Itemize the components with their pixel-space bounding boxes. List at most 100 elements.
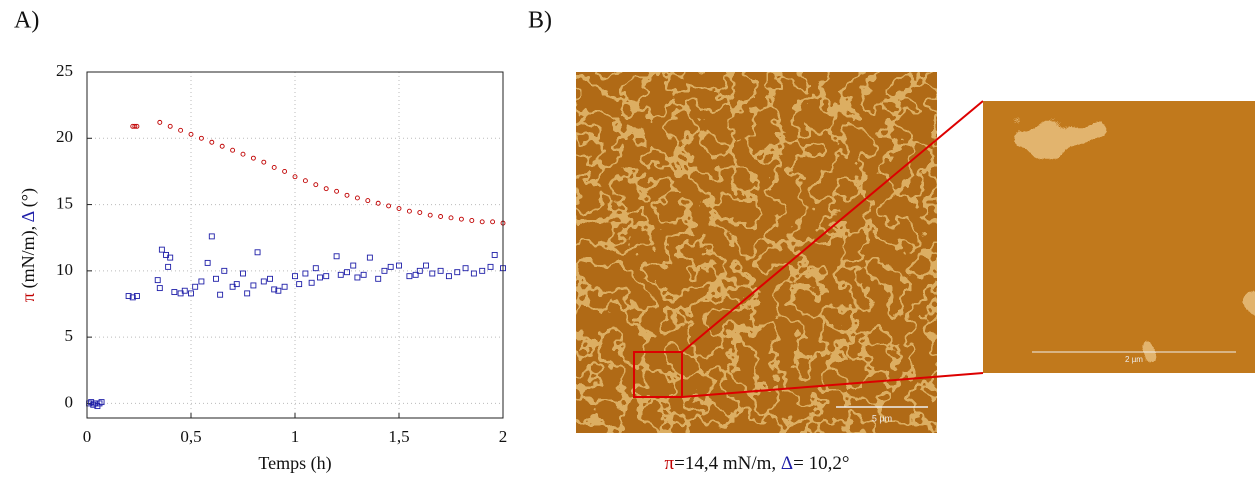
data-point (454, 269, 461, 276)
data-point (275, 287, 282, 294)
data-point (427, 212, 433, 218)
data-point (429, 270, 436, 277)
data-point (354, 274, 361, 281)
data-point (375, 275, 382, 282)
data-point (406, 208, 412, 214)
data-point (261, 159, 267, 165)
data-point (333, 253, 340, 260)
y-axis-label: π (mN/m), Δ (°) (18, 188, 39, 302)
y-label-part: (mN/m), (18, 222, 39, 293)
data-point (233, 281, 240, 288)
data-point (204, 259, 211, 266)
data-point (296, 281, 303, 288)
data-point (387, 263, 394, 270)
caption-part: π (665, 453, 675, 474)
data-point (445, 273, 452, 280)
data-point (192, 283, 199, 290)
data-point (181, 287, 188, 294)
x-tick-label: 0 (83, 427, 92, 446)
data-point (458, 216, 464, 222)
data-point (254, 249, 261, 256)
zoom-line (681, 372, 984, 398)
data-point (396, 262, 402, 269)
data-point (396, 206, 402, 211)
data-point (386, 203, 392, 209)
data-point (487, 263, 494, 270)
panel-label: A) (14, 8, 39, 34)
data-point (209, 139, 215, 145)
caption: π=14,4 mN/m, Δ= 10,2° (665, 453, 850, 474)
data-point (491, 251, 498, 258)
data-point (230, 147, 236, 153)
panel-label: B) (528, 8, 552, 34)
data-point (129, 294, 136, 301)
data-point (323, 273, 330, 280)
y-tick-label: 5 (65, 326, 74, 345)
x-tick-label: 2 (499, 427, 508, 446)
data-point (462, 265, 469, 272)
data-point (198, 278, 205, 285)
data-point (240, 270, 246, 277)
data-point (167, 123, 173, 129)
data-point (250, 155, 256, 161)
data-point (302, 270, 309, 277)
zoom-line (681, 100, 984, 353)
data-point (165, 263, 172, 270)
data-point (375, 200, 381, 206)
data-point (250, 282, 257, 289)
data-point (412, 271, 419, 278)
data-point (178, 127, 184, 133)
data-point (479, 267, 486, 274)
caption-part: =14,4 mN/m, (674, 453, 781, 474)
data-point (157, 119, 163, 125)
data-point (219, 143, 225, 149)
data-point (366, 254, 373, 261)
y-tick-label: 15 (56, 193, 73, 212)
data-point (470, 270, 477, 277)
data-point (132, 123, 138, 129)
data-point (271, 286, 278, 293)
axes-frame (86, 71, 504, 419)
data-point (360, 271, 367, 278)
y-tick-label: 25 (56, 61, 73, 80)
data-point (133, 293, 140, 299)
data-point (271, 164, 277, 170)
y-tick-label: 0 (65, 392, 74, 411)
scale-bar-label: 5 µm (872, 413, 892, 423)
data-point (302, 178, 308, 184)
data-point (125, 293, 132, 299)
caption-part: = 10,2° (793, 453, 849, 474)
data-point (217, 291, 224, 298)
data-point (240, 151, 246, 157)
data-point (365, 198, 371, 204)
data-point (281, 283, 288, 290)
x-tick-label: 0,5 (180, 427, 201, 446)
data-point (479, 219, 485, 225)
data-point (438, 214, 444, 219)
zoom-box (633, 351, 683, 398)
caption-part: Δ (781, 453, 793, 474)
data-point (188, 290, 194, 297)
data-point (448, 215, 454, 221)
data-point (469, 218, 475, 223)
data-point (323, 186, 329, 192)
data-point (416, 267, 423, 274)
data-point (213, 275, 219, 282)
data-point (158, 246, 165, 253)
data-point (154, 277, 161, 284)
x-tick-label: 1 (291, 427, 300, 446)
data-point (308, 279, 315, 286)
data-point (171, 289, 178, 296)
data-point (313, 182, 319, 188)
data-point (244, 290, 251, 297)
data-point (334, 188, 340, 194)
data-point (198, 135, 204, 141)
data-point (292, 273, 298, 280)
y-tick-label: 10 (56, 260, 73, 279)
data-point (344, 269, 350, 276)
y-tick-label: 20 (56, 127, 73, 146)
data-point (267, 275, 273, 282)
data-point (337, 271, 344, 278)
